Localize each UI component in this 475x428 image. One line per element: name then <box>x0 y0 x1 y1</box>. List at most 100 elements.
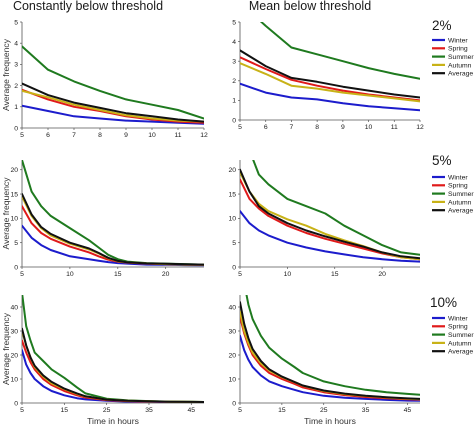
y-tick-label: 4 <box>232 39 236 46</box>
series-line-summer <box>252 160 420 256</box>
series-line-winter <box>22 349 204 403</box>
x-axis-label: Time in hours <box>304 416 356 426</box>
legend-label-winter: Winter <box>448 315 468 322</box>
x-tick-label: 8 <box>315 124 319 131</box>
y-tick-label: 30 <box>228 328 236 335</box>
y-tick-label: 1 <box>14 104 18 111</box>
legend-label-spring: Spring <box>448 46 468 53</box>
x-tick-label: 35 <box>145 407 153 414</box>
legend-label-winter: Winter <box>448 174 468 181</box>
x-tick-label: 12 <box>416 124 424 131</box>
y-tick-label: 15 <box>228 191 236 198</box>
legend-label-autumn: Autumn <box>448 199 472 206</box>
y-tick-label: 20 <box>10 167 18 174</box>
x-tick-label: 5 <box>20 132 24 139</box>
column-title-constantly: Constantly below threshold <box>13 0 163 13</box>
series-line-summer <box>22 295 204 403</box>
series-line-spring <box>22 339 204 403</box>
x-tick-label: 15 <box>331 271 339 278</box>
y-tick-label: 5 <box>232 19 236 26</box>
legend-label-summer: Summer <box>448 54 474 61</box>
x-tick-label: 25 <box>320 407 328 414</box>
y-tick-label: 3 <box>232 59 236 66</box>
legend-label-winter: Winter <box>448 37 468 44</box>
series-line-average <box>240 49 420 99</box>
x-tick-label: 7 <box>72 132 76 139</box>
legend-label-summer: Summer <box>448 191 474 198</box>
series-line-summer <box>22 45 204 120</box>
x-tick-label: 15 <box>278 407 286 414</box>
series-lines <box>240 160 420 263</box>
x-tick-label: 7 <box>290 124 294 131</box>
series-line-winter <box>22 104 204 125</box>
row-label-10pct: 10% <box>430 295 457 310</box>
x-tick-label: 6 <box>46 132 50 139</box>
series-line-average <box>240 301 420 400</box>
y-axis-label: Average frequency <box>1 312 11 385</box>
series-lines <box>22 160 204 267</box>
x-tick-label: 11 <box>174 132 181 139</box>
series-line-spring <box>240 178 420 261</box>
x-tick-label: 12 <box>200 132 208 139</box>
x-tick-label: 9 <box>124 132 128 139</box>
column-title-mean: Mean below threshold <box>249 0 371 13</box>
x-tick-label: 6 <box>264 124 268 131</box>
series-line-autumn <box>240 62 420 103</box>
y-tick-label: 0 <box>14 125 18 132</box>
legend-label-spring: Spring <box>448 324 468 331</box>
series-line-winter <box>240 210 420 263</box>
legend-label-autumn: Autumn <box>448 340 472 347</box>
legend-label-average: Average <box>448 208 473 215</box>
y-tick-label: 2 <box>14 83 18 90</box>
panel-constantly-10pct: 0 10 20 30 40 5 15 25 35 45 Average frequency Time … <box>1 295 204 426</box>
y-tick-label: 5 <box>232 240 236 247</box>
series-line-summer <box>245 295 420 396</box>
x-axis-label: Time in hours <box>87 416 139 426</box>
x-tick-label: 15 <box>61 407 69 414</box>
y-tick-label: 20 <box>10 352 18 359</box>
series-line-winter <box>240 82 420 112</box>
y-tick-label: 5 <box>14 240 18 247</box>
series-lines <box>22 45 204 125</box>
y-tick-label: 10 <box>10 376 18 383</box>
legend-label-summer: Summer <box>448 332 474 339</box>
x-tick-label: 9 <box>341 124 345 131</box>
y-tick-label: 0 <box>232 400 236 407</box>
y-tick-label: 15 <box>10 191 18 198</box>
series-line-autumn <box>240 310 420 401</box>
y-tick-label: 1 <box>232 98 236 105</box>
series-line-winter <box>240 334 420 402</box>
y-axis-label: Average frequency <box>1 177 11 250</box>
x-tick-label: 5 <box>238 407 242 414</box>
x-tick-label: 15 <box>114 271 122 278</box>
y-tick-label: 5 <box>14 19 18 26</box>
x-tick-label: 5 <box>20 271 24 278</box>
x-tick-label: 8 <box>98 132 102 139</box>
x-tick-label: 5 <box>238 271 242 278</box>
y-tick-label: 20 <box>228 352 236 359</box>
row-label-5pct: 5% <box>432 153 452 168</box>
y-tick-label: 4 <box>14 41 18 48</box>
series-line-autumn <box>22 195 204 266</box>
series-line-summer <box>259 22 420 80</box>
legend-label-autumn: Autumn <box>448 62 472 69</box>
x-tick-label: 10 <box>66 271 74 278</box>
y-tick-label: 20 <box>228 167 236 174</box>
x-tick-label: 11 <box>391 124 398 131</box>
x-tick-label: 45 <box>404 407 412 414</box>
y-tick-label: 3 <box>14 62 18 69</box>
x-tick-label: 10 <box>284 271 292 278</box>
y-axis-label: Average frequency <box>1 38 11 111</box>
panel-mean-10pct: 0 10 20 30 40 5 15 25 35 45 Time in hours <box>228 295 420 426</box>
y-tick-label: 0 <box>14 264 18 271</box>
x-tick-label: 45 <box>188 407 196 414</box>
y-tick-label: 40 <box>228 304 236 311</box>
series-line-spring <box>240 315 420 401</box>
series-lines <box>240 295 420 402</box>
